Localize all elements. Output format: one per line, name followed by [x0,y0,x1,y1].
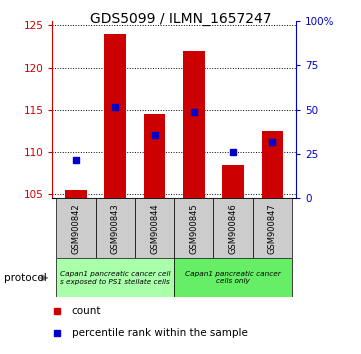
Bar [253,198,292,258]
Bar [213,198,253,258]
Bar [174,258,292,297]
Text: GSM900845: GSM900845 [189,203,198,254]
Bar [174,198,213,258]
Bar [65,190,87,198]
Bar [96,198,135,258]
Text: GSM900842: GSM900842 [71,203,81,254]
Text: count: count [72,306,101,316]
Bar [262,131,283,198]
Text: GSM900844: GSM900844 [150,203,159,254]
Bar [104,34,126,198]
Text: Capan1 pancreatic cancer cell
s exposed to PS1 stellate cells: Capan1 pancreatic cancer cell s exposed … [60,271,170,285]
Bar [144,114,165,198]
Bar [183,51,205,198]
Bar [135,198,174,258]
Text: GDS5099 / ILMN_1657247: GDS5099 / ILMN_1657247 [90,12,271,27]
Bar [56,258,174,297]
Text: GSM900843: GSM900843 [111,203,120,254]
Text: GSM900846: GSM900846 [229,203,238,254]
Text: GSM900847: GSM900847 [268,203,277,254]
Text: protocol: protocol [4,273,46,283]
Bar [222,165,244,198]
Text: Capan1 pancreatic cancer
cells only: Capan1 pancreatic cancer cells only [185,271,281,285]
Bar [56,198,96,258]
Text: percentile rank within the sample: percentile rank within the sample [72,328,248,338]
